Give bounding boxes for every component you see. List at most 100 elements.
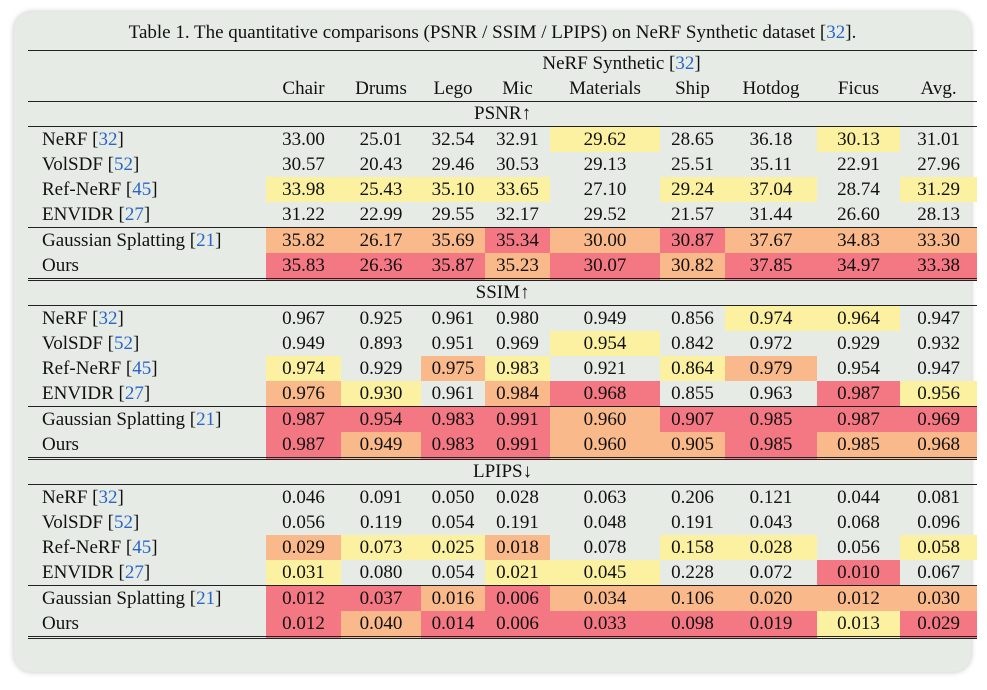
metric-cell: 30.57: [282, 153, 325, 175]
method-name: Ref-NeRF [45]: [42, 536, 158, 558]
metric-cell: 0.968: [550, 381, 660, 407]
table-caption: Table 1. The quantitative comparisons (P…: [128, 22, 857, 43]
metric-cell: 37.04: [725, 177, 817, 202]
metric-cell: 25.43: [341, 177, 421, 202]
caption-citation-link[interactable]: 32: [826, 22, 846, 43]
method-citation-link[interactable]: 52: [113, 511, 133, 533]
metric-cell: 0.044: [817, 484, 900, 510]
metric-cell: 0.091: [341, 484, 421, 510]
method-citation-link[interactable]: 32: [98, 307, 118, 329]
table-row: Gaussian Splatting [21] 0.012 0.037 0.016 0.…: [28, 585, 978, 611]
metric-cell: 26.60: [837, 203, 880, 225]
method-citation-link[interactable]: 32: [98, 486, 118, 508]
metric-cell: 0.228: [671, 561, 714, 583]
dataset-group-label: NeRF Synthetic [32]: [266, 50, 978, 76]
metric-cell: 0.012: [817, 585, 900, 611]
metric-cell: 29.52: [583, 203, 627, 225]
metric-cell: 0.969: [496, 332, 539, 354]
metric-cell: 0.031: [266, 560, 341, 586]
metric-cell: 0.054: [431, 561, 475, 583]
metric-cell: 30.13: [817, 126, 900, 152]
metric-cell: 0.979: [725, 356, 817, 381]
group-header-row: NeRF Synthetic [32]: [28, 50, 978, 76]
method-name: VolSDF [52]: [42, 511, 140, 533]
metric-cell: 30.07: [550, 253, 660, 280]
method-name: Gaussian Splatting [21]: [28, 585, 266, 611]
metric-cell: 30.53: [496, 153, 539, 175]
metric-cell: 30.87: [660, 227, 725, 253]
metric-cell: 0.050: [421, 484, 485, 510]
metric-cell: 0.907: [660, 406, 725, 432]
metric-cell: 35.10: [421, 177, 485, 202]
metric-cell: 0.983: [485, 356, 550, 381]
metric-cell: 0.983: [421, 432, 485, 459]
column-header-materials: Materials: [569, 77, 641, 99]
metric-cell: 0.954: [550, 331, 660, 356]
metric-cell: 0.961: [421, 305, 485, 331]
metric-cell: 37.85: [725, 253, 817, 280]
dataset-citation-link[interactable]: 32: [675, 52, 695, 74]
method-citation-link[interactable]: 27: [124, 382, 144, 404]
table-row: VolSDF [52] 0.949 0.893 0.951 0.969 0.954 0.84…: [28, 331, 977, 356]
metric-cell: 0.006: [485, 585, 550, 611]
method-citation-link[interactable]: 45: [132, 357, 152, 379]
metric-cell: 26.36: [341, 253, 421, 280]
metric-cell: 27.96: [917, 153, 960, 175]
method-citation-link[interactable]: 21: [196, 408, 216, 430]
metric-cell: 0.969: [900, 406, 978, 432]
metric-cell: 0.929: [359, 357, 403, 379]
metric-cell: 22.91: [837, 153, 880, 175]
metric-cell: 0.080: [359, 561, 403, 583]
metric-cell: 0.012: [266, 585, 341, 611]
metric-cell: 28.13: [917, 203, 960, 225]
metric-cell: 0.046: [266, 484, 341, 510]
metric-cell: 0.029: [266, 535, 341, 560]
metric-cell: 0.968: [900, 432, 978, 459]
metric-cell: 0.983: [421, 406, 485, 432]
metric-cell: 0.964: [817, 305, 900, 331]
method-name: Gaussian Splatting [21]: [28, 406, 266, 432]
method-name: Ref-NeRF [45]: [42, 178, 158, 200]
method-citation-link[interactable]: 45: [132, 178, 152, 200]
method-name: ENVIDR [27]: [42, 382, 151, 404]
column-header-ship: Ship: [675, 77, 710, 99]
column-header-ficus: Ficus: [837, 77, 880, 99]
method-citation-link[interactable]: 21: [196, 587, 216, 609]
metric-cell: 35.34: [485, 227, 550, 253]
metric-cell: 0.984: [485, 381, 550, 407]
table-row: ENVIDR [27] 31.22 22.99 29.55 32.17 29.52 21.5…: [28, 202, 977, 228]
metric-cell: 0.158: [660, 535, 725, 560]
metric-cell: 0.864: [660, 356, 725, 381]
method-citation-link[interactable]: 27: [124, 203, 144, 225]
metric-cell: 34.83: [817, 227, 900, 253]
metric-cell: 30.00: [550, 227, 660, 253]
method-citation-link[interactable]: 21: [196, 229, 216, 251]
metric-cell: 31.29: [900, 177, 978, 202]
metric-cell: 0.985: [725, 406, 817, 432]
metric-cell: 0.058: [900, 535, 978, 560]
method-citation-link[interactable]: 52: [113, 332, 133, 354]
metric-cell: 0.842: [671, 332, 714, 354]
section-title: LPIPS↓: [28, 457, 978, 485]
metric-cell: 0.921: [583, 357, 627, 379]
metric-cell: 0.972: [749, 332, 793, 354]
table-row: Gaussian Splatting [21] 0.987 0.954 0.983 0.…: [28, 406, 978, 432]
metric-cell: 0.954: [341, 406, 421, 432]
table-row: Ours 0.012 0.040 0.014 0.006 0.033 0.098 0.019 0…: [28, 611, 978, 639]
metric-cell: 0.063: [550, 484, 660, 510]
metric-cell: 0.947: [917, 357, 960, 379]
method-citation-link[interactable]: 45: [132, 536, 152, 558]
metric-cell: 0.078: [583, 536, 627, 558]
metric-cell: 33.30: [900, 227, 978, 253]
metric-cell: 0.963: [749, 382, 793, 404]
metric-cell: 30.82: [660, 253, 725, 280]
metric-cell: 33.00: [266, 126, 341, 152]
metric-cell: 0.987: [817, 406, 900, 432]
metric-cell: 0.987: [266, 432, 341, 459]
method-citation-link[interactable]: 32: [98, 128, 118, 150]
method-citation-link[interactable]: 52: [113, 153, 133, 175]
method-citation-link[interactable]: 27: [124, 561, 144, 583]
column-header-mic: Mic: [502, 77, 533, 99]
metric-cell: 0.119: [359, 511, 403, 533]
metric-cell: 0.106: [660, 585, 725, 611]
